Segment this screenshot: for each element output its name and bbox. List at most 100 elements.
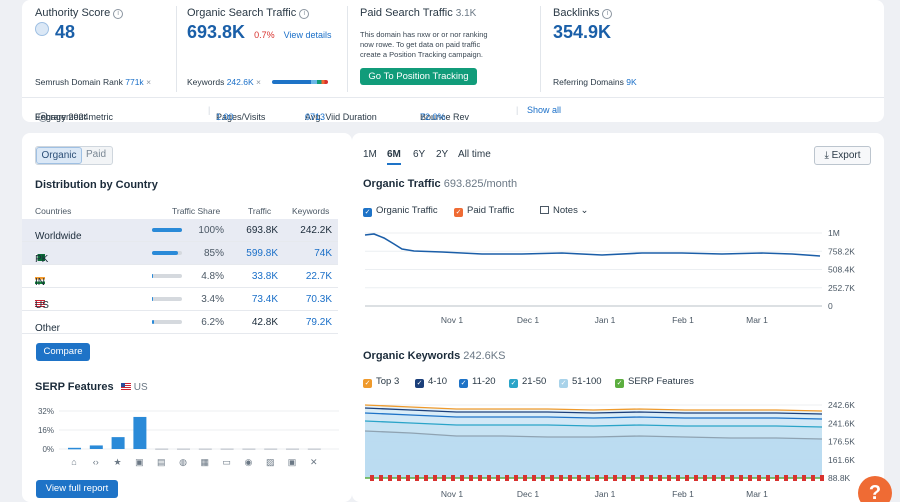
info-icon[interactable]: i [602,9,613,19]
table-row[interactable]: US 3.4% 73.4K 70.3K [22,288,338,311]
keywords-value[interactable]: 70.3K [305,294,332,305]
organic-traffic-metric: Organic Search Traffic i 693.8K 0.7% View… [187,0,357,96]
serp-bar[interactable] [89,445,103,449]
keywords-tick-label: 161.6K [828,455,855,465]
serp-bar[interactable] [220,448,234,450]
view-details-link[interactable]: View details [283,30,332,40]
serp-feature-icon[interactable]: ▤ [157,457,166,467]
table-row[interactable]: IN 4.8% 33.8K 22.7K [22,265,338,288]
help-button[interactable]: ? [858,476,892,502]
legend-label: Top 3 [376,376,400,387]
export-button[interactable]: ⤓ Export [814,146,871,165]
keywords-value[interactable]: 79.2K [305,317,332,328]
serp-bar[interactable] [68,447,81,450]
legend-organic-traffic[interactable]: ✓ Organic Traffic [363,205,438,217]
legend-top-3[interactable]: ✓ Top 3 [363,376,399,388]
serp-country: US [133,382,148,393]
legend-paid-traffic[interactable]: ✓ Paid Traffic [454,205,514,217]
bounce-value: 72.0% [420,112,446,122]
backlinks-value[interactable]: 354.9K [553,22,612,42]
info-icon[interactable]: i [113,9,124,19]
serp-feature-icon[interactable]: ‹› [93,457,99,467]
legend-serp-features[interactable]: ✓ SERP Features [615,376,694,388]
distribution-title: Distribution by Country [35,179,158,191]
bounce-label: Bounce Rev [420,112,470,122]
show-all-link[interactable]: Show all [527,105,562,115]
view-full-report-button[interactable]: View full report [36,480,118,498]
serp-feature-marker [703,475,707,481]
tab-6m[interactable]: 6M [387,149,401,165]
paid-title: Paid Search Traffic [360,7,453,19]
serp-bar[interactable] [242,448,256,450]
tab-1m[interactable]: 1M [363,149,377,160]
month-label: Nov 1 [441,315,463,325]
serp-bar[interactable] [177,448,190,450]
legend-11-20[interactable]: ✓ 11-20 [459,376,496,388]
month-label: Dec 1 [517,489,539,499]
arrow-up-icon: ↑ [420,112,425,122]
col-keywords[interactable]: Keywords [292,206,330,216]
traffic-value[interactable]: 599.8K [246,248,278,259]
table-row[interactable]: Other 6.2% 42.8K 79.2K [22,311,338,334]
col-traffic[interactable]: Traffic [248,206,272,216]
position-tracking-button[interactable]: Go To Position Tracking [360,68,477,85]
table-row[interactable]: Worldwide 100% 693.8K 242.2K [22,219,338,242]
serp-features-chart: 32% 16% 0% ⌂ ‹› ★ ▣ ▤ ◍ ▦ ▭ ◉ ▨ ▣ ✕ [38,407,339,467]
serp-feature-icon[interactable]: ▦ [201,457,210,467]
tab-all-time[interactable]: All time [458,149,491,160]
serp-bar[interactable] [264,448,278,450]
serp-feature-icon[interactable]: ★ [114,457,122,467]
serp-feature-icon[interactable]: ▣ [288,457,297,467]
keywords-value[interactable]: 74K [314,248,332,259]
col-traffic-share[interactable]: Traffic Share [172,206,221,216]
info-icon[interactable]: i [38,112,48,122]
compare-button[interactable]: Compare [36,343,90,361]
rank-label: Semrush Domain Rank [35,77,123,87]
serp-bar[interactable] [133,416,147,449]
serp-feature-icon[interactable]: ✕ [310,457,318,467]
serp-feature-marker [460,475,464,481]
serp-bar[interactable] [286,448,299,450]
keywords-value[interactable]: 242.6K [226,77,254,87]
divider [176,6,177,92]
serp-bar[interactable] [155,448,169,450]
serp-feature-marker [577,475,581,481]
traffic-tick-label: 1M [828,228,840,238]
rank-value[interactable]: 771k [125,77,144,87]
backlinks-title: Backlinks [553,7,600,19]
referring-value[interactable]: 9K [626,77,637,87]
keywords-label: Keywords [187,77,225,87]
serp-feature-marker [406,475,410,481]
legend-51-100[interactable]: ✓ 51-100 [559,376,602,388]
paid-toggle-button[interactable]: Paid [86,149,107,160]
organic-toggle-button[interactable]: Organic [36,147,82,164]
traffic-value[interactable]: 73.4K [251,294,278,305]
traffic-value[interactable]: 33.8K [251,271,278,282]
checkbox-icon: ✓ [615,379,624,388]
share-value: 6.2% [201,317,224,328]
serp-feature-icon[interactable]: ▨ [266,457,275,467]
keywords-value[interactable]: 22.7K [305,271,332,282]
legend-4-10[interactable]: ✓ 4-10 [415,376,447,388]
tab-2y[interactable]: 2Y [436,149,449,160]
serp-feature-icon[interactable]: ⌂ [71,457,76,467]
authority-badge-icon [35,22,49,36]
serp-feature-icon[interactable]: ◍ [179,457,187,467]
legend-label: 4-10 [428,376,448,387]
serp-feature-icon[interactable]: ▭ [222,457,231,467]
legend-label: 21-50 [522,376,547,387]
serp-bar[interactable] [198,448,212,450]
serp-feature-icon[interactable]: ▣ [135,457,144,467]
notes-dropdown[interactable]: Notes ⌄ [540,205,588,216]
info-icon[interactable]: i [299,9,310,19]
table-row[interactable]: PK 85% 599.8K 74K [22,242,338,265]
tab-6y[interactable]: 6Y [413,149,426,160]
serp-feature-icon[interactable]: ◉ [244,457,252,467]
month-label: Nov 1 [441,489,463,499]
close-icon[interactable]: × [146,77,152,87]
legend-21-50[interactable]: ✓ 21-50 [509,376,546,388]
serp-bar[interactable] [111,437,125,449]
serp-bar[interactable] [307,448,321,450]
close-icon[interactable]: × [256,77,261,87]
arrow-up-icon: ↑ [216,112,221,122]
